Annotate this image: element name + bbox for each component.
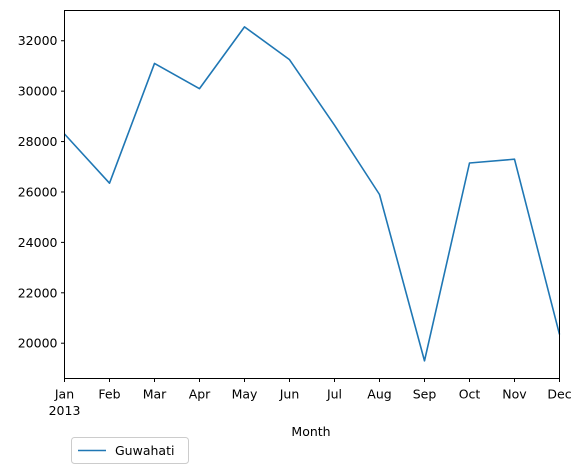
x-tick-label: Mar xyxy=(143,387,167,402)
y-tick-label: 24000 xyxy=(18,235,58,250)
series-lines xyxy=(63,26,561,362)
y-tick-label: 28000 xyxy=(18,134,58,149)
x-axis-title: Month xyxy=(291,424,330,439)
y-tick-label: 22000 xyxy=(18,285,58,300)
x-tick-label: Jun xyxy=(279,387,300,402)
legend-label-guwahati: Guwahati xyxy=(115,443,174,458)
x-tick-label: Sep xyxy=(413,387,437,402)
x-axis-year-label: 2013 xyxy=(49,403,81,418)
y-tick-label: 30000 xyxy=(18,84,58,99)
x-tick-label: Dec xyxy=(547,387,571,402)
x-tick-label: May xyxy=(232,387,258,402)
x-tick-label: Apr xyxy=(189,387,211,402)
x-axis: 2013 Jan Feb Mar Apr May Jun Jul Aug Sep Oct Nov De… xyxy=(49,378,572,418)
series-line-guwahati xyxy=(63,26,561,362)
legend: Guwahati xyxy=(71,437,189,464)
x-tick-label: Aug xyxy=(367,387,391,402)
x-tick-label: Jan xyxy=(54,387,74,402)
plot-area xyxy=(63,10,561,379)
plot-frame xyxy=(64,10,560,379)
legend-box xyxy=(71,437,189,464)
y-tick-label: 20000 xyxy=(18,336,58,351)
x-tick-label: Nov xyxy=(502,387,527,402)
y-axis: 20000 22000 24000 26000 28000 30000 32000 xyxy=(18,33,65,351)
y-tick-label: 32000 xyxy=(18,33,58,48)
x-tick-label: Jul xyxy=(326,387,342,402)
x-tick-label: Oct xyxy=(459,387,481,402)
y-tick-label: 26000 xyxy=(18,184,58,199)
x-tick-label: Feb xyxy=(98,387,120,402)
